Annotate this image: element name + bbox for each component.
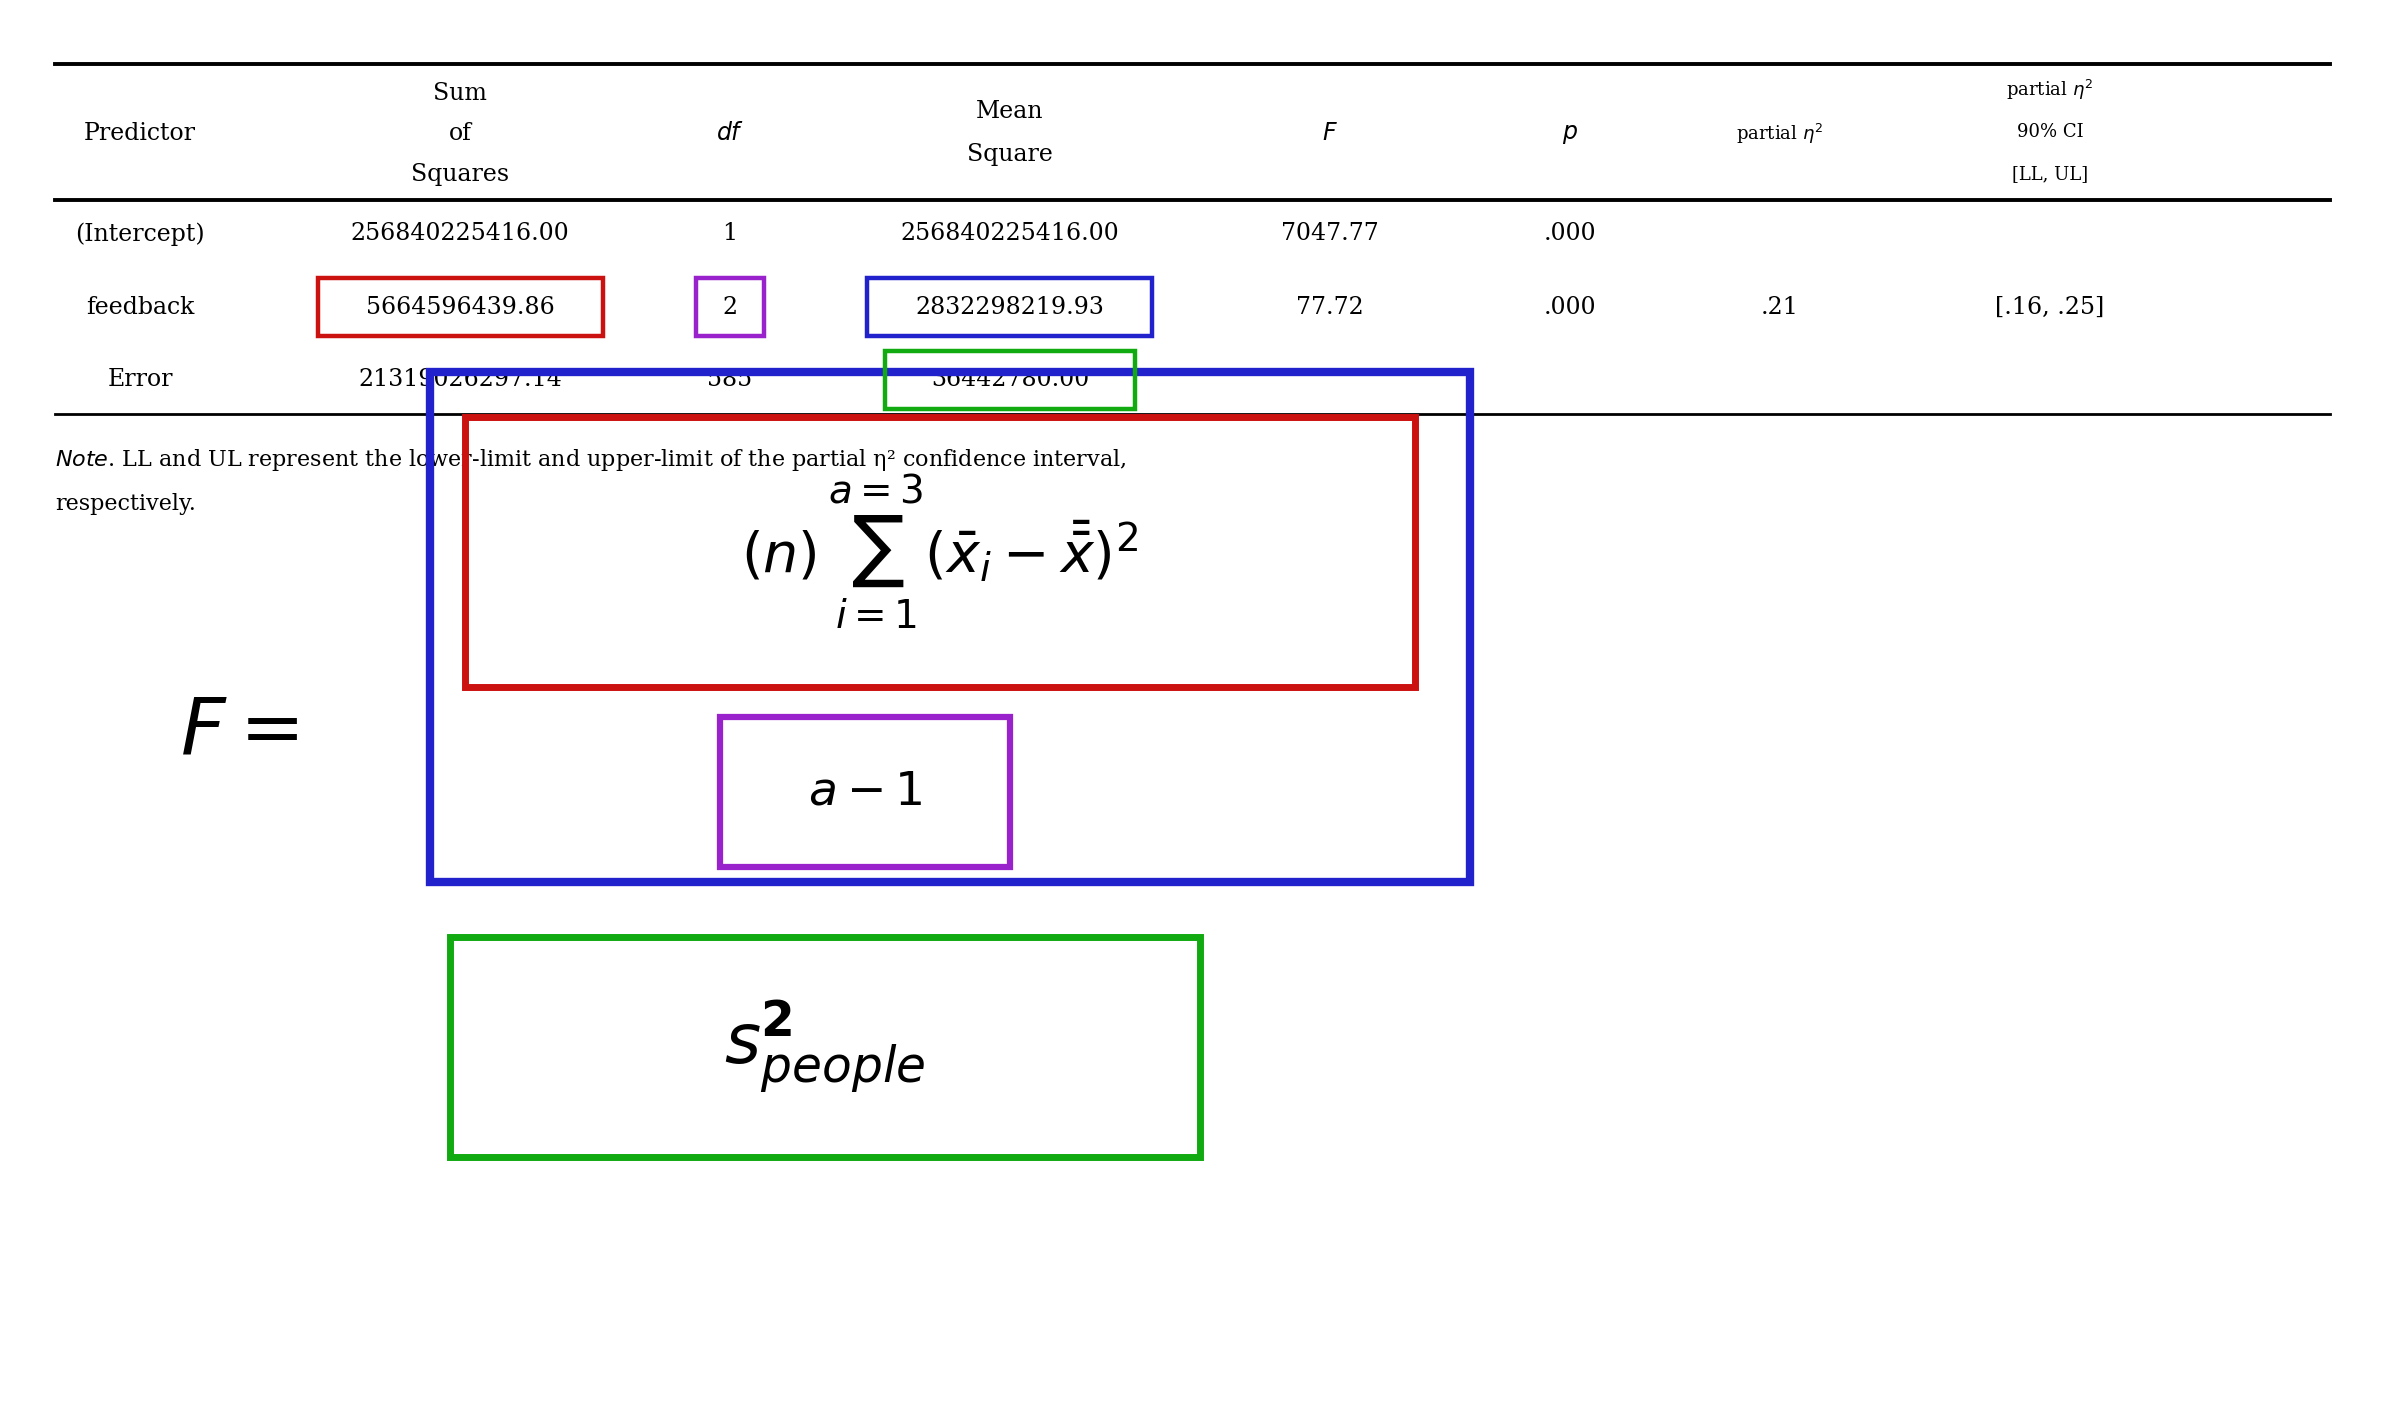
Text: 2: 2 xyxy=(721,295,738,319)
Text: partial $\eta^2$: partial $\eta^2$ xyxy=(2007,78,2093,102)
Text: 7047.77: 7047.77 xyxy=(1281,223,1379,246)
Text: 1: 1 xyxy=(721,223,738,246)
Text: $\mathbf{\mathit{s}}^{\mathbf{2}}_{\mathbf{\mathit{people}}}$: $\mathbf{\mathit{s}}^{\mathbf{2}}_{\math… xyxy=(724,998,926,1096)
Text: .21: .21 xyxy=(1762,295,1800,319)
Text: Sum: Sum xyxy=(433,82,488,106)
Text: partial $\eta^2$: partial $\eta^2$ xyxy=(1736,121,1824,145)
Text: 36442780.00: 36442780.00 xyxy=(931,369,1088,391)
Text: $F$: $F$ xyxy=(1321,123,1338,145)
Text: Error: Error xyxy=(107,369,174,391)
Text: 256840225416.00: 256840225416.00 xyxy=(900,223,1119,246)
Text: 585: 585 xyxy=(707,369,752,391)
Text: Square: Square xyxy=(967,143,1052,165)
Text: 90% CI: 90% CI xyxy=(2017,123,2083,141)
Bar xyxy=(317,278,602,336)
Text: 256840225416.00: 256840225416.00 xyxy=(350,223,569,246)
Bar xyxy=(431,371,1469,882)
Text: 2832298219.93: 2832298219.93 xyxy=(917,295,1105,319)
Bar xyxy=(695,278,764,336)
Text: [.16, .25]: [.16, .25] xyxy=(1995,295,2105,319)
Text: Predictor: Predictor xyxy=(83,123,195,145)
Text: $(n)\,\sum_{i=1}^{a=3}(\bar{x}_i-\bar{\bar{x}})^2$: $(n)\,\sum_{i=1}^{a=3}(\bar{x}_i-\bar{\b… xyxy=(740,473,1138,631)
Text: of: of xyxy=(448,123,471,145)
Text: Mean: Mean xyxy=(976,100,1043,123)
Text: respectively.: respectively. xyxy=(55,493,195,515)
Text: (Intercept): (Intercept) xyxy=(76,222,205,246)
Text: .000: .000 xyxy=(1543,223,1595,246)
Text: 77.72: 77.72 xyxy=(1295,295,1364,319)
Text: 5664596439.86: 5664596439.86 xyxy=(367,295,555,319)
Text: feedback: feedback xyxy=(86,295,195,319)
Text: 21319026297.14: 21319026297.14 xyxy=(357,369,562,391)
Bar xyxy=(886,352,1136,409)
Text: $a-1$: $a-1$ xyxy=(807,770,921,815)
Bar xyxy=(867,278,1152,336)
Text: $df$: $df$ xyxy=(717,123,745,145)
Text: Squares: Squares xyxy=(412,162,510,185)
Text: [LL, UL]: [LL, UL] xyxy=(2012,165,2088,184)
Text: .000: .000 xyxy=(1543,295,1595,319)
Text: $\it{Note}$. LL and UL represent the lower-limit and upper-limit of the partial : $\it{Note}$. LL and UL represent the low… xyxy=(55,448,1126,473)
Bar xyxy=(719,717,1010,867)
Text: $p$: $p$ xyxy=(1562,123,1579,145)
Bar xyxy=(450,938,1200,1156)
Bar xyxy=(464,417,1414,688)
Text: $\mathit{F} =$: $\mathit{F} =$ xyxy=(181,695,298,770)
